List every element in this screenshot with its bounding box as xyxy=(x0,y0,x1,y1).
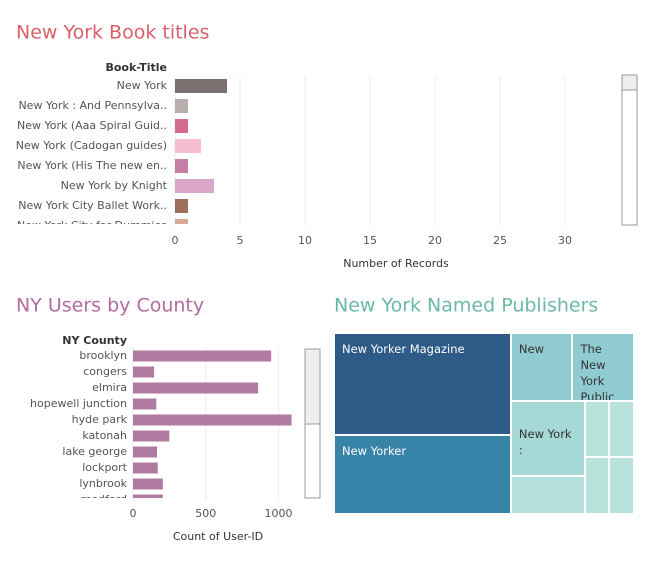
cell-label: New Yorker xyxy=(342,444,407,459)
y-tick-label: New York (Aaa Spiral Guid.. xyxy=(17,119,167,132)
treemap-cell xyxy=(609,457,634,514)
x-axis-title: Number of Records xyxy=(343,257,449,270)
chart-title: NY Users by County xyxy=(16,295,204,317)
x-axis-title: Count of User-ID xyxy=(173,530,263,543)
y-tick-label: New York (Cadogan guides) xyxy=(16,139,167,152)
bar xyxy=(175,119,188,133)
x-tick-label: 15 xyxy=(363,234,377,247)
y-tick-label: brooklyn xyxy=(79,349,127,362)
y-tick-label: medford xyxy=(81,493,127,506)
chart-title: New York Book titles xyxy=(16,22,209,44)
x-tick-label: 10 xyxy=(298,234,312,247)
bars: New York New York : And Pennsylva.. New Yo… xyxy=(16,79,227,232)
bar xyxy=(175,79,227,93)
cell-label: New York : xyxy=(518,426,572,457)
treemap-cell: New York : xyxy=(510,400,585,477)
category-header: Book-Title xyxy=(105,61,167,74)
y-tick-label: New York : And Pennsylva.. xyxy=(18,99,167,112)
treemap-cell xyxy=(609,400,634,458)
y-tick-label: New York City for Dummies xyxy=(17,219,167,232)
bar xyxy=(175,199,188,213)
bar xyxy=(133,430,170,442)
x-tick-label: 30 xyxy=(558,234,572,247)
cell-label: New Yorker Magazine xyxy=(342,342,465,356)
y-tick-label: hopewell junction xyxy=(30,397,127,410)
treemap-cell: New xyxy=(510,333,573,401)
y-tick-label: elmira xyxy=(92,381,127,394)
bar xyxy=(133,462,158,474)
y-tick-label: congers xyxy=(83,365,127,378)
treemap-cell xyxy=(584,400,610,458)
cell-label: The New York Public xyxy=(580,342,615,401)
bar xyxy=(133,478,163,490)
bar xyxy=(133,350,272,362)
treemap-cell: New Yorker xyxy=(334,435,511,514)
y-tick-label: New York by Knight xyxy=(61,179,168,192)
bar xyxy=(175,99,188,113)
x-tick-label: 0 xyxy=(130,507,137,520)
treemap-cell: The New York Public xyxy=(572,333,634,401)
bar xyxy=(175,159,188,173)
treemap-cell: New Yorker Magazine xyxy=(334,333,511,436)
chart-title: New York Named Publishers xyxy=(334,295,598,317)
bar xyxy=(133,398,157,410)
x-tick-label: 5 xyxy=(237,234,244,247)
bar xyxy=(175,179,214,193)
x-tick-label: 25 xyxy=(493,234,507,247)
treemap: New Yorker Magazine New Yorker New The New … xyxy=(334,333,634,514)
bar xyxy=(175,139,201,153)
y-tick-label: New York (His The new en.. xyxy=(17,159,167,172)
cell-label: New xyxy=(518,342,545,356)
y-tick-label: New York xyxy=(117,79,168,92)
y-tick-label: hyde park xyxy=(72,413,128,426)
y-tick-label: lake george xyxy=(62,445,127,458)
bar xyxy=(175,219,188,224)
x-tick-label: 500 xyxy=(195,507,216,520)
y-tick-label: lockport xyxy=(82,461,127,474)
bars: brooklyn congers elmira hopewell junction hy… xyxy=(30,349,292,506)
bar xyxy=(133,414,292,426)
bar xyxy=(133,494,163,498)
county-scrollbar[interactable] xyxy=(304,348,321,499)
y-tick-label: lynbrook xyxy=(79,477,127,490)
category-header: NY County xyxy=(62,334,127,347)
book-scrollbar[interactable] xyxy=(621,74,638,226)
x-tick-label: 1000 xyxy=(264,507,292,520)
bar xyxy=(133,382,259,394)
treemap-cell xyxy=(584,457,610,514)
y-tick-label: New York City Ballet Work.. xyxy=(18,199,167,212)
x-tick-label: 0 xyxy=(172,234,179,247)
y-tick-label: katonah xyxy=(82,429,127,442)
bar xyxy=(133,366,155,378)
bar xyxy=(133,446,157,458)
treemap-cell xyxy=(510,476,585,514)
x-tick-label: 20 xyxy=(428,234,442,247)
